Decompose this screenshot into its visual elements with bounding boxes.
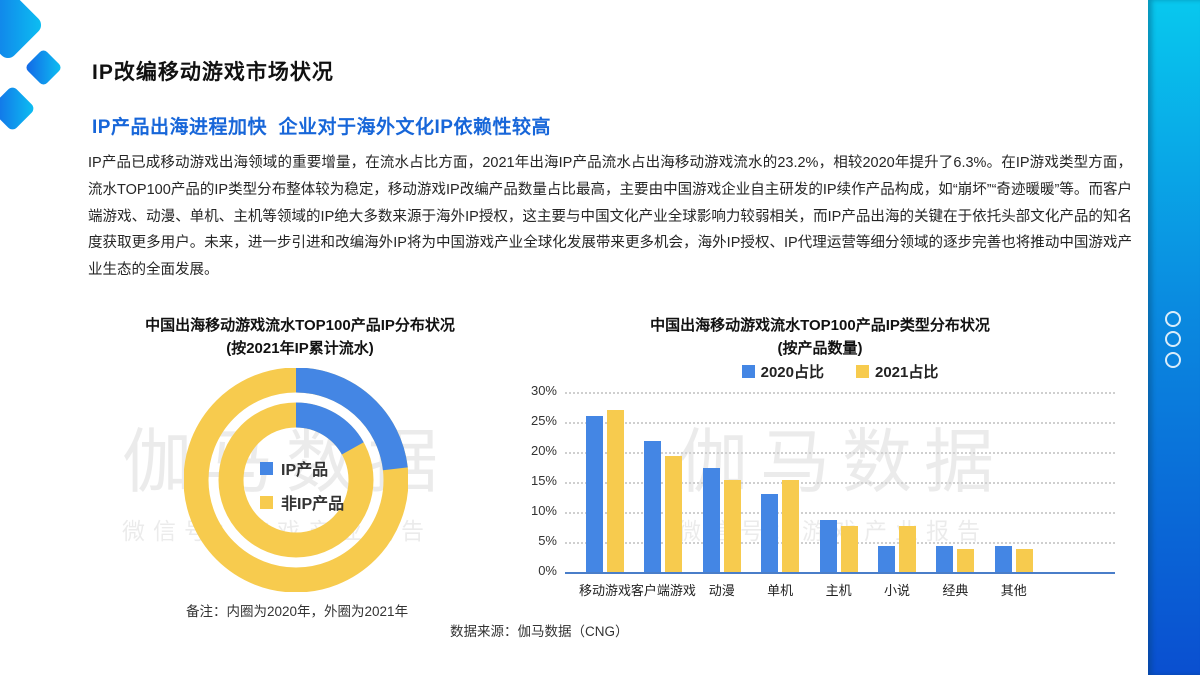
non-ip-legend-swatch [260,495,273,509]
bar-2021占比-动漫 [723,480,741,572]
gridline-5 [565,542,1115,544]
gridline-15 [565,482,1115,484]
bar-2020占比-主机 [819,519,837,572]
bar-chart-title-line1: 中国出海移动游戏流水TOP100产品IP类型分布状况 [650,317,990,334]
bar-2021占比-主机 [840,525,858,572]
bar-2020占比-小说 [878,545,895,572]
x-category-label: 小说 [883,583,910,598]
donut-ring-1-ip [183,367,409,593]
gridline-25 [565,422,1115,424]
bar-2020占比-动漫 [702,467,720,572]
ip-legend-label: IP产品 [281,462,329,479]
page-title: IP改编移动游戏市场状况 [92,61,334,84]
x-category-label: 单机 [767,583,794,598]
y-tick-label: 0% [538,563,557,578]
bar-2020占比-经典 [936,545,954,572]
data-source: 数据来源：伽马数据（CNG） [450,624,629,639]
y-tick-label: 10% [530,503,557,518]
x-category-label: 其他 [1000,583,1027,598]
bar-2020占比-单机 [761,494,779,572]
donut-chart-title: 中国出海移动游戏流水TOP100产品IP分布状况 (按2021年IP累计流水) [95,314,505,360]
logo-diamond-medium [24,48,63,87]
bar-plot: 0% 5% 10% 15% 20% 25% 30% 移动游戏 客户端游戏 动漫 单机 主机 小说 经典 其他 [531,383,1115,598]
legend-2021-label: 2021占比 [875,364,939,381]
gridline-10 [565,512,1115,514]
bar-chart-title-line2: (按产品数量) [777,340,863,357]
legend-2020-label: 2020占比 [760,364,824,381]
bar-2020占比-客户端游戏 [644,441,662,572]
bar-2021占比-小说 [899,525,916,572]
y-tick-label: 30% [530,383,557,398]
legend-item-ip: IP产品 [260,456,344,480]
gridline-30 [565,392,1115,394]
y-tick-label: 15% [530,473,557,488]
gridline-20 [565,452,1115,454]
legend-item-2021: 2021占比 [856,361,938,382]
donut-chart-title-line2: (按2021年IP累计流水) [226,340,374,357]
y-tick-label: 20% [530,443,557,458]
x-category-label: 客户端游戏 [630,583,696,598]
donut-chart-svg [183,367,409,593]
pagination-dot-2[interactable] [1165,331,1181,347]
y-tick-label: 5% [538,533,557,548]
donut-ring-0-ip [218,402,374,558]
non-ip-legend-label: 非IP产品 [281,496,345,513]
y-tick-label: 25% [530,413,557,428]
pagination-dot-3[interactable] [1165,352,1181,368]
bar-2021占比-经典 [957,548,975,572]
bar-2020占比-移动游戏 [586,416,603,572]
pagination-dot-1[interactable] [1165,311,1181,327]
bar-chart-legend: 2020占比 2021占比 [580,361,1100,382]
x-category-label: 经典 [942,583,969,598]
donut-chart-title-line1: 中国出海移动游戏流水TOP100产品IP分布状况 [145,317,455,334]
logo-diamond-small [0,85,36,132]
donut-legend: IP产品 非IP产品 [260,456,344,524]
page-subtitle: IP产品出海进程加快 企业对于海外文化IP依赖性较高 [92,117,551,138]
legend-2021-swatch [856,365,869,378]
ip-legend-swatch [260,461,273,475]
sidebar-gradient-bar [1148,0,1200,675]
bar-chart-title: 中国出海移动游戏流水TOP100产品IP类型分布状况 (按产品数量) [575,314,1065,360]
body-paragraph: IP产品已成移动游戏出海领域的重要增量，在流水占比方面，2021年出海IP产品流… [88,155,1132,279]
legend-item-2020: 2020占比 [741,361,824,382]
x-axis-line [565,572,1115,574]
x-category-label: 动漫 [708,583,735,598]
legend-2020-swatch [741,365,755,378]
bar-2021占比-移动游戏 [607,410,624,572]
legend-item-non-ip: 非IP产品 [260,490,344,514]
bar-2021占比-单机 [782,480,800,572]
bar-2020占比-其他 [994,545,1012,572]
x-category-label: 主机 [825,583,852,598]
bar-2021占比-客户端游戏 [665,456,683,572]
donut-chart [183,367,409,593]
bar-2021占比-其他 [1015,548,1033,572]
donut-chart-note: 备注：内圈为2020年，外圈为2021年 [186,604,409,619]
x-category-label: 移动游戏 [578,583,631,598]
